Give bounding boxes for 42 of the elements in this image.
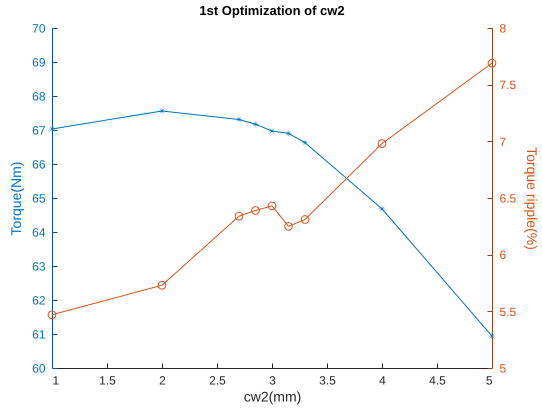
y-tick-label: 70 — [32, 22, 46, 36]
y2-tick-label: 5.5 — [500, 304, 517, 319]
point — [234, 212, 244, 220]
y-tick-label: 62 — [32, 294, 46, 308]
y-tick-label: 67 — [32, 124, 46, 138]
chart-title: 1st Optimization of cw2 — [199, 3, 345, 18]
point — [158, 280, 166, 290]
y2-tick-label: 7 — [500, 134, 506, 149]
point — [251, 120, 260, 128]
point — [48, 124, 56, 134]
x-tick-label: 2 — [159, 374, 166, 388]
point — [48, 310, 56, 320]
y-tick-label: 63 — [32, 260, 46, 274]
y-tick-label: 68 — [32, 90, 46, 104]
x-tick-label: 1 — [52, 374, 60, 388]
x-tick-label: 1.5 — [99, 374, 116, 388]
point — [300, 215, 310, 224]
y2-tick-label: 6 — [500, 248, 506, 262]
y-tick-label: 61 — [32, 328, 46, 342]
x-tick-label: 4 — [379, 374, 386, 388]
x-axis-title: cw2(mm) — [244, 388, 302, 404]
y2-tick-label: 8 — [500, 22, 506, 36]
x-tick-label: 5 — [486, 374, 493, 388]
y-tick-label: 66 — [32, 158, 46, 172]
x-tick-label: 2.5 — [209, 374, 226, 388]
y2-tick-label: 5 — [500, 362, 506, 376]
y-tick-label: 69 — [32, 56, 46, 70]
y2-tick-label: 6.5 — [500, 192, 517, 206]
x-tick-label: 4.5 — [429, 374, 446, 388]
y-axis-title: Torque(Nm) — [8, 162, 24, 236]
point — [488, 58, 496, 68]
point — [378, 139, 386, 148]
x-tick-label: 3.5 — [319, 374, 336, 388]
y2-tick-label: 7.5 — [500, 78, 517, 92]
point — [268, 202, 276, 210]
y-tick-label: 64 — [32, 226, 46, 240]
x-tick-label: 3 — [269, 374, 276, 388]
y2-axis-title: Torque ripple(%) — [524, 147, 540, 250]
point — [251, 206, 260, 215]
point — [284, 222, 293, 231]
y-tick-label: 60 — [32, 362, 46, 376]
y-tick-label: 65 — [32, 192, 46, 206]
